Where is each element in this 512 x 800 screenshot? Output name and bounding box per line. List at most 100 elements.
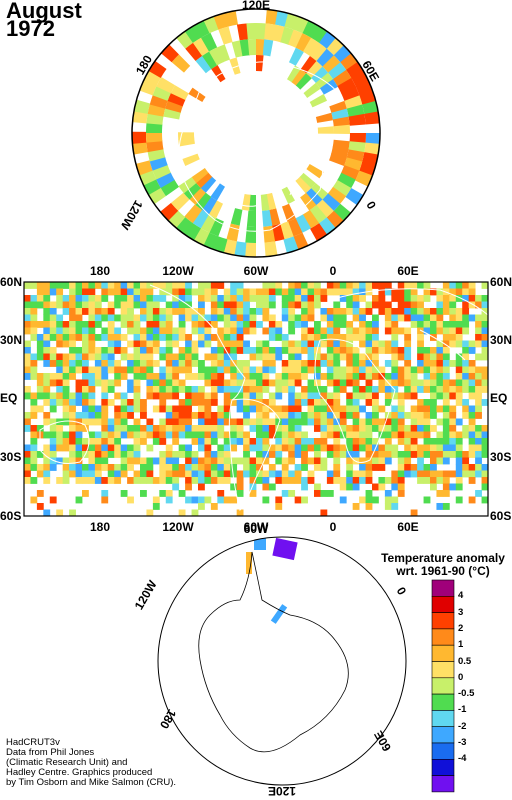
anomaly-cell (352, 288, 360, 296)
anomaly-cell (314, 386, 321, 393)
anomaly-cell (114, 477, 122, 484)
anomaly-cell (49, 308, 57, 315)
anomaly-cell (120, 314, 128, 322)
anomaly-cell (217, 360, 225, 367)
anomaly-cell (468, 379, 476, 387)
anomaly-cell (217, 334, 225, 341)
anomaly-cell (436, 360, 444, 367)
anomaly-cell (49, 327, 57, 335)
anomaly-cell (372, 334, 379, 341)
anomaly-cell (245, 226, 256, 243)
anomaly-cell (30, 282, 38, 289)
anomaly-cell (211, 65, 226, 83)
anomaly-cell (475, 412, 482, 419)
anomaly-cell (182, 153, 200, 166)
anomaly-cell (410, 295, 418, 302)
anomaly-cell (30, 457, 38, 465)
anomaly-cell (236, 490, 244, 497)
anomaly-cell (288, 301, 296, 309)
anomaly-cell (243, 373, 250, 380)
anomaly-cell (256, 39, 266, 56)
anomaly-cell (75, 288, 83, 296)
anomaly-cell (226, 223, 240, 242)
anomaly-cell (314, 412, 321, 419)
anomaly-cell (120, 301, 128, 309)
anomaly-cell (223, 386, 231, 393)
anomaly-cell (404, 295, 412, 302)
anomaly-cell (391, 314, 399, 322)
anomaly-cell (281, 379, 289, 387)
anomaly-cell (185, 42, 203, 61)
anomaly-cell (307, 366, 315, 374)
anomaly-cell (268, 295, 276, 302)
anomaly-cell (301, 438, 308, 445)
anomaly-cell (404, 386, 412, 393)
anomaly-cell (88, 366, 96, 374)
anomaly-cell (165, 496, 173, 504)
anomaly-cell (133, 340, 141, 348)
anomaly-cell (314, 399, 321, 406)
anomaly-cell (210, 295, 218, 302)
anomaly-cell (423, 470, 431, 478)
anomaly-cell (210, 334, 218, 341)
anomaly-cell (24, 301, 31, 309)
anomaly-cell (43, 334, 51, 341)
legend-label: 0.5 (458, 655, 472, 667)
anomaly-cell (256, 373, 263, 380)
anomaly-cell (204, 496, 212, 504)
anomaly-cell (365, 392, 373, 400)
anomaly-cell (359, 431, 366, 439)
anomaly-cell (133, 405, 141, 413)
anomaly-cell (152, 360, 160, 367)
anomaly-cell (262, 373, 270, 380)
anomaly-cell (204, 470, 212, 478)
anomaly-cell (256, 392, 263, 400)
anomaly-cell (133, 373, 141, 380)
anomaly-cell (198, 477, 205, 484)
anomaly-cell (326, 340, 334, 348)
anomaly-cell (62, 438, 70, 445)
anomaly-cell (352, 477, 360, 484)
anomaly-cell (140, 425, 147, 432)
anomaly-cell (178, 295, 186, 302)
anomaly-cell (243, 242, 256, 257)
anomaly-cell (468, 340, 476, 348)
anomaly-cell (281, 347, 289, 354)
anomaly-cell (223, 334, 231, 341)
wm-bot-lon-60e: 60E (397, 520, 419, 534)
anomaly-cell (204, 399, 212, 406)
anomaly-cell (107, 314, 115, 322)
anomaly-cell (410, 405, 418, 413)
anomaly-cell (288, 340, 296, 348)
anomaly-cell (326, 412, 334, 419)
anomaly-cell (75, 295, 83, 302)
anomaly-cell (436, 451, 444, 458)
anomaly-cell (256, 340, 263, 348)
anomaly-cell (152, 386, 160, 393)
north-america-coastline (149, 284, 246, 401)
anomaly-cell (391, 503, 399, 510)
anomaly-cell (314, 321, 321, 328)
anomaly-cell (449, 308, 457, 315)
anomaly-cell (365, 399, 373, 406)
anomaly-cell (333, 334, 341, 341)
wm-bot-lon-180: 180 (89, 520, 111, 534)
anomaly-cell (114, 438, 122, 445)
anomaly-cell (294, 353, 302, 361)
anomaly-cell (307, 379, 315, 387)
anomaly-cell (410, 301, 418, 309)
anomaly-cell (140, 464, 147, 471)
anomaly-cell (178, 386, 186, 393)
anomaly-cell (56, 340, 64, 348)
anomaly-cell (75, 418, 83, 426)
wm-top-lon-120w: 120W (162, 264, 194, 278)
anomaly-cell (127, 295, 134, 302)
anomaly-cell (88, 379, 96, 387)
anomaly-cell (159, 438, 167, 445)
anomaly-cell (178, 282, 186, 289)
anomaly-cell (294, 288, 302, 296)
anomaly-cell (268, 379, 276, 387)
anomaly-cell (410, 392, 418, 400)
anomaly-cell (75, 314, 83, 322)
anomaly-cell (268, 282, 276, 289)
